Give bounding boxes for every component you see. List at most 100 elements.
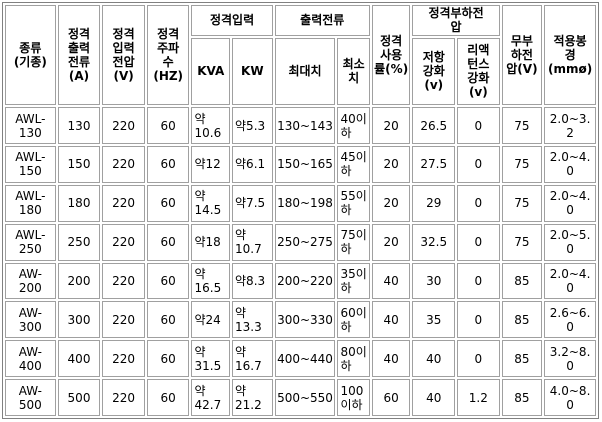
cell-frequency: 60 [146,262,190,300]
cell-no-load-voltage: 75 [501,223,543,261]
cell-duty-cycle: 20 [371,184,411,222]
cell-model: AW- 400 [5,340,56,378]
table-row: AW- 200 200 220 60 약 16.5 약8.3 200~220 35이 하 40 30 0 8… [5,262,596,300]
table-row: AWL- 250 250 220 60 약18 약 10.7 250~275 75이 하 20 32.5… [5,223,596,261]
cell-max-current: 200~220 [274,262,336,300]
cell-input-voltage: 220 [102,301,145,339]
table-row: AW- 400 400 220 60 약 31.5 약 16.7 400~440 80이 하 40 40 0… [5,340,596,378]
header-type: 종류 (기종) [5,5,56,106]
cell-model: AWL- 180 [5,184,56,222]
header-rod-size: 적용봉 경 (mmø) [544,5,596,106]
table-row: AWL- 180 180 220 60 약 14.5 약7.5 180~198 55이 하 20 29 0… [5,184,596,222]
cell-min-current: 75이 하 [337,223,370,261]
cell-kva: 약 14.5 [191,184,231,222]
cell-min-current: 45이 하 [337,146,370,183]
cell-frequency: 60 [146,107,190,145]
cell-reactance-drop: 0 [457,340,500,378]
header-rated-input-voltage: 정격 입력 전압 (V) [102,5,145,106]
cell-input-voltage: 220 [102,262,145,300]
header-row-top: 종류 (기종) 정격 출력 전류 (A) 정격 입력 전압 (V) 정격 주파 수 (HZ) 정격입… [5,5,596,106]
cell-resistance-drop: 29 [412,184,456,222]
cell-reactance-drop: 0 [457,146,500,183]
header-max: 최대치 [274,37,336,106]
cell-no-load-voltage: 85 [501,262,543,300]
cell-min-current: 100 이하 [337,379,370,416]
header-row-sub: KVA KW 최대치 최소 치 저항 강화 (v) 리액 턴스 강화 (v) [5,37,596,106]
header-reactance-drop: 리액 턴스 강화 (v) [457,37,500,106]
cell-kw: 약7.5 [232,184,273,222]
table-row: AWL- 130 130 220 60 약 10.6 약5.3 130~143 40이 하 20 26.… [5,107,596,145]
cell-input-voltage: 220 [102,223,145,261]
cell-rod-size: 2.0~4.0 [544,262,596,300]
cell-duty-cycle: 40 [371,301,411,339]
cell-frequency: 60 [146,146,190,183]
header-min: 최소 치 [337,37,370,106]
header-no-load-voltage: 무부 하전 압(V) [501,5,543,106]
cell-duty-cycle: 40 [371,340,411,378]
cell-reactance-drop: 0 [457,223,500,261]
cell-max-current: 180~198 [274,184,336,222]
cell-model: AWL- 130 [5,107,56,145]
cell-rod-size: 2.0~5.0 [544,223,596,261]
cell-min-current: 55이 하 [337,184,370,222]
cell-min-current: 35이 하 [337,262,370,300]
cell-rod-size: 4.0~8.0 [544,379,596,416]
cell-frequency: 60 [146,223,190,261]
cell-output-current: 200 [57,262,101,300]
cell-kva: 약24 [191,301,231,339]
cell-reactance-drop: 0 [457,262,500,300]
cell-resistance-drop: 27.5 [412,146,456,183]
header-rated-input: 정격입력 [191,5,273,36]
cell-frequency: 60 [146,379,190,416]
cell-resistance-drop: 40 [412,379,456,416]
cell-input-voltage: 220 [102,107,145,145]
cell-input-voltage: 220 [102,379,145,416]
cell-output-current: 300 [57,301,101,339]
cell-no-load-voltage: 75 [501,107,543,145]
header-resistance-drop: 저항 강화 (v) [412,37,456,106]
cell-kw: 약 21.2 [232,379,273,416]
cell-model: AW- 500 [5,379,56,416]
cell-input-voltage: 220 [102,184,145,222]
cell-output-current: 130 [57,107,101,145]
cell-kw: 약6.1 [232,146,273,183]
cell-kva: 약18 [191,223,231,261]
cell-rod-size: 2.6~6.0 [544,301,596,339]
cell-resistance-drop: 35 [412,301,456,339]
table-row: AWL- 150 150 220 60 약12 약6.1 150~165 45이 하 20 27.5 0… [5,146,596,183]
cell-kw: 약 10.7 [232,223,273,261]
cell-max-current: 250~275 [274,223,336,261]
cell-no-load-voltage: 85 [501,301,543,339]
cell-duty-cycle: 20 [371,146,411,183]
table-row: AW- 500 500 220 60 약 42.7 약 21.2 500~550 100 이하 60 40… [5,379,596,416]
cell-max-current: 150~165 [274,146,336,183]
cell-kw: 약 13.3 [232,301,273,339]
cell-kw: 약 16.7 [232,340,273,378]
cell-reactance-drop: 0 [457,107,500,145]
cell-resistance-drop: 26.5 [412,107,456,145]
cell-frequency: 60 [146,340,190,378]
cell-resistance-drop: 40 [412,340,456,378]
cell-reactance-drop: 0 [457,184,500,222]
cell-model: AWL- 250 [5,223,56,261]
cell-no-load-voltage: 85 [501,340,543,378]
cell-kw: 약5.3 [232,107,273,145]
cell-kva: 약 16.5 [191,262,231,300]
header-kva: KVA [191,37,231,106]
cell-rod-size: 3.2~8.0 [544,340,596,378]
cell-max-current: 130~143 [274,107,336,145]
cell-max-current: 500~550 [274,379,336,416]
header-rated-load-voltage: 정격부하전 압 [412,5,500,36]
cell-output-current: 250 [57,223,101,261]
cell-rod-size: 2.0~4.0 [544,184,596,222]
cell-reactance-drop: 1.2 [457,379,500,416]
cell-rod-size: 2.0~3.2 [544,107,596,145]
cell-min-current: 40이 하 [337,107,370,145]
welder-spec-table: 종류 (기종) 정격 출력 전류 (A) 정격 입력 전압 (V) 정격 주파 수 (HZ) 정격입… [2,2,599,419]
cell-max-current: 400~440 [274,340,336,378]
cell-resistance-drop: 32.5 [412,223,456,261]
cell-output-current: 150 [57,146,101,183]
cell-frequency: 60 [146,301,190,339]
header-rated-output-current: 정격 출력 전류 (A) [57,5,101,106]
cell-no-load-voltage: 75 [501,146,543,183]
